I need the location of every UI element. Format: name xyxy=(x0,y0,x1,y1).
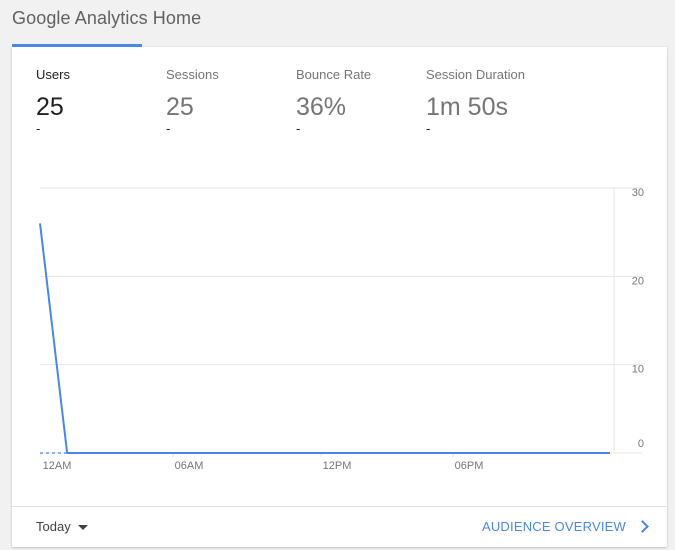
metric-tab-session-duration[interactable]: Session Duration 1m 50s - xyxy=(402,47,562,147)
footer-divider xyxy=(12,506,667,507)
metric-comparison: - xyxy=(36,121,41,136)
users-line-chart: 30 20 10 0 12AM 06AM 12PM 06PM xyxy=(39,187,644,472)
x-tick-label: 12PM xyxy=(323,460,352,472)
metric-comparison: - xyxy=(166,121,171,136)
metric-value: 36% xyxy=(296,93,347,121)
audience-overview-label: AUDIENCE OVERVIEW xyxy=(481,519,626,534)
metric-tab-bounce-rate[interactable]: Bounce Rate 36% - xyxy=(272,47,402,147)
chevron-right-icon xyxy=(636,520,649,533)
metric-value: 1m 50s xyxy=(426,93,508,121)
metric-value: 25 xyxy=(36,93,64,121)
metric-comparison: - xyxy=(426,121,431,136)
metric-tab-users[interactable]: Users 25 - xyxy=(12,47,142,147)
active-tab-indicator xyxy=(12,44,142,47)
metric-label: Users xyxy=(36,67,70,82)
metric-label: Session Duration xyxy=(426,67,525,82)
metric-label: Bounce Rate xyxy=(296,67,372,82)
x-tick-label: 06PM xyxy=(455,460,484,472)
y-tick-label: 30 xyxy=(632,187,644,199)
metric-label: Sessions xyxy=(166,67,219,82)
x-tick-label: 12AM xyxy=(43,460,72,472)
audience-overview-link[interactable]: AUDIENCE OVERVIEW xyxy=(481,519,649,534)
y-tick-label: 20 xyxy=(632,275,644,287)
y-tick-label: 10 xyxy=(632,364,644,376)
page-title: Google Analytics Home xyxy=(12,8,202,28)
caret-down-icon xyxy=(77,524,88,530)
metric-tab-sessions[interactable]: Sessions 25 - xyxy=(142,47,272,147)
analytics-card: Users 25 - Sessions 25 - Bounce Rate 36%… xyxy=(12,44,667,547)
date-range-label: Today xyxy=(36,519,71,534)
metric-comparison: - xyxy=(296,121,301,136)
x-tick-label: 06AM xyxy=(175,460,204,472)
y-tick-label: 0 xyxy=(638,438,644,450)
users-series-line xyxy=(39,223,610,454)
date-range-dropdown[interactable]: Today xyxy=(36,519,88,534)
metric-value: 25 xyxy=(166,93,194,121)
